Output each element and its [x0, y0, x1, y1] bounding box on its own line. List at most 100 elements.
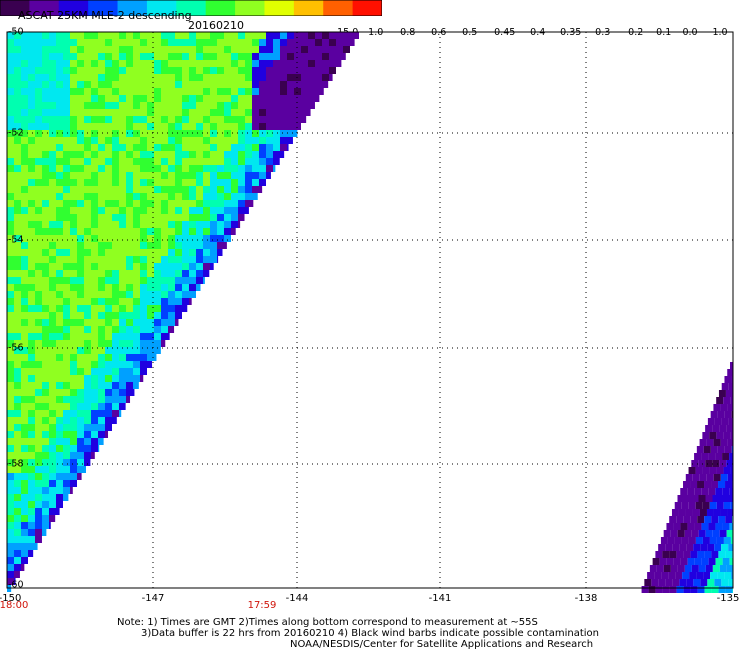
swath-cell [721, 544, 729, 551]
swath-cell [14, 53, 21, 60]
swath-cell [91, 270, 98, 277]
time-label: 18:00 [0, 600, 29, 611]
swath-cell [182, 137, 189, 144]
swath-cell [706, 509, 714, 516]
swath-cell [168, 95, 175, 102]
swath-cell [217, 116, 224, 123]
swath-cell [49, 508, 56, 515]
swath-cell [196, 158, 203, 165]
swath-cell [42, 46, 49, 53]
swath-cell [699, 474, 707, 481]
swath-cell [659, 558, 667, 565]
swath-cell [715, 488, 723, 495]
swath-cell [161, 270, 168, 277]
swath-cell [63, 291, 70, 298]
swath-cell [723, 467, 731, 474]
swath-cell [161, 340, 166, 347]
swath-cell [63, 109, 70, 116]
swath-cell [322, 81, 329, 88]
swath-cell [175, 270, 182, 277]
swath-cell [91, 130, 98, 137]
swath-cell [182, 270, 189, 277]
swath-cell [224, 158, 231, 165]
swath-cell [238, 137, 245, 144]
swath-cell [112, 144, 119, 151]
swath-cell [684, 530, 692, 537]
swath-cell [238, 102, 245, 109]
swath-cell [133, 102, 140, 109]
swath-cell [49, 473, 56, 480]
swath-cell [210, 256, 217, 263]
swath-cell [77, 326, 84, 333]
swath-cell [126, 270, 133, 277]
swath-cell [329, 60, 336, 67]
swath-cell [729, 453, 733, 460]
swath-cell [196, 172, 203, 179]
swath-cell [641, 586, 649, 593]
swath-cell [126, 60, 133, 67]
swath-cell [716, 502, 724, 509]
swath-cell [21, 102, 28, 109]
swath-cell [42, 508, 49, 515]
swath-cell [210, 60, 217, 67]
legend-swatch [146, 0, 177, 16]
swath-cell [168, 32, 175, 39]
legend-swatch [58, 0, 89, 16]
swath-cell [720, 509, 728, 516]
swath-cell [203, 151, 210, 158]
swath-cell [28, 291, 35, 298]
swath-cell [14, 326, 21, 333]
swath-cell [315, 60, 322, 67]
swath-cell [63, 312, 70, 319]
swath-cell [154, 242, 161, 249]
swath-cell [42, 312, 49, 319]
swath-cell [273, 95, 280, 102]
swath-cell [168, 207, 175, 214]
swath-cell [28, 459, 35, 466]
swath-cell [49, 501, 56, 508]
swath-cell [35, 326, 42, 333]
swath-cell [70, 74, 77, 81]
swath-cell [77, 130, 84, 137]
swath-cell [140, 368, 147, 375]
swath-cell [98, 88, 105, 95]
color-legend [0, 0, 383, 17]
swath-cell [28, 158, 35, 165]
swath-cell [687, 523, 695, 530]
swath-cell [70, 158, 77, 165]
swath-cell [21, 515, 28, 522]
swath-cell [98, 151, 105, 158]
swath-cell [119, 368, 126, 375]
swath-cell [14, 522, 21, 529]
swath-cell [140, 319, 147, 326]
swath-cell [196, 256, 203, 263]
swath-cell [168, 67, 175, 74]
swath-cell [196, 186, 203, 193]
swath-cell [168, 200, 175, 207]
swath-cell [91, 305, 98, 312]
swath-cell [140, 67, 147, 74]
swath-cell [686, 579, 694, 586]
swath-cell [168, 235, 175, 242]
swath-cell [91, 123, 98, 130]
swath-cell [697, 551, 705, 558]
swath-cell [655, 551, 663, 558]
swath-cell [91, 368, 98, 375]
swath-cell [182, 207, 189, 214]
swath-cell [7, 67, 14, 74]
swath-cell [224, 151, 231, 158]
swath-cell [77, 263, 84, 270]
swath-cell [35, 263, 42, 270]
swath-cell [693, 544, 701, 551]
swath-cell [70, 60, 77, 67]
swath-cell [674, 502, 682, 509]
swath-cell [42, 179, 49, 186]
swath-cell [301, 88, 308, 95]
swath-cell [704, 481, 712, 488]
swath-cell [7, 501, 14, 508]
swath-cell [21, 361, 28, 368]
swath-cell [175, 256, 182, 263]
swath-cell [63, 179, 70, 186]
swath-cell [168, 333, 170, 340]
swath-cell [721, 579, 729, 586]
